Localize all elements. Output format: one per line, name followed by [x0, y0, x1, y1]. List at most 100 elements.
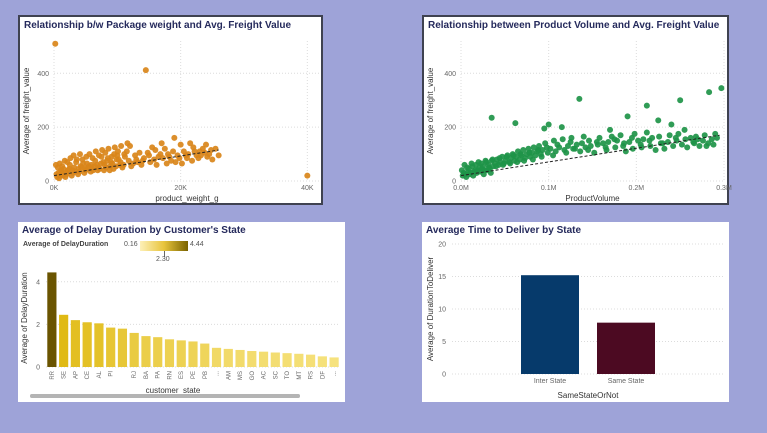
y-tick-label: 10	[438, 307, 446, 314]
x-tick-label: Inter State	[534, 378, 566, 385]
data-point	[132, 152, 139, 159]
y-tick-label: 400	[444, 71, 456, 78]
data-point	[705, 140, 712, 147]
data-point	[668, 121, 675, 128]
data-point	[617, 132, 624, 139]
y-tick-label: 200	[37, 125, 49, 132]
data-point	[573, 141, 580, 148]
data-point	[582, 144, 589, 151]
data-point	[108, 153, 115, 160]
data-point	[91, 163, 98, 170]
delay-bar-chart: 0 2 4 RR SE AP CE AL PI RJ BA PA RN ES PE PB... AM MS GO AC…	[20, 272, 340, 395]
data-point	[701, 132, 708, 139]
trend-line	[460, 134, 720, 177]
x-axis-label: customer_state	[146, 386, 201, 395]
data-point	[163, 160, 170, 167]
delay-legend-mid-marker	[164, 251, 165, 257]
data-point	[144, 149, 151, 156]
data-point	[514, 148, 521, 155]
data-point	[185, 151, 192, 158]
data-point	[621, 140, 628, 147]
data-point	[643, 129, 650, 136]
data-point	[159, 155, 166, 162]
data-point	[166, 153, 173, 160]
data-point	[656, 133, 663, 140]
x-tick-label: RN	[167, 371, 173, 380]
y-tick-label: 0	[442, 372, 446, 379]
data-point	[678, 141, 685, 148]
data-point	[652, 147, 659, 154]
x-tick-label: AC	[262, 370, 268, 379]
bar	[129, 332, 139, 367]
delay-bar-panel: Average of Delay Duration by Customer's …	[18, 222, 345, 402]
bar	[94, 323, 104, 367]
data-point	[594, 141, 601, 148]
data-point	[488, 114, 495, 121]
data-point	[542, 140, 549, 147]
data-point	[682, 136, 689, 143]
data-point	[138, 161, 145, 168]
deliver-bar-chart: 0 5 10 15 20 Inter State Same State SameStateOr…	[426, 242, 724, 400]
x-tick-label: BA	[144, 371, 150, 379]
data-point	[550, 137, 557, 144]
x-tick-label: ...	[332, 371, 338, 376]
delay-chart-scrollbar-thumb[interactable]	[30, 394, 300, 398]
data-point	[684, 144, 691, 151]
bar	[153, 337, 163, 367]
x-axis-label: ProductVolume	[565, 194, 620, 203]
data-point	[153, 161, 160, 168]
data-point	[635, 137, 642, 144]
data-point	[512, 120, 519, 127]
data-point	[624, 113, 631, 120]
weight-scatter-chart: 0 200 400 0K 20K 40K product_weight_g Average o…	[22, 40, 320, 203]
data-point	[692, 133, 699, 140]
data-point	[101, 167, 108, 174]
x-tick-label: AP	[73, 371, 79, 379]
data-point	[111, 144, 118, 151]
data-point	[681, 126, 688, 133]
data-point	[95, 152, 102, 159]
data-point	[177, 141, 184, 148]
bar	[282, 353, 292, 367]
data-point	[128, 163, 135, 170]
deliver-bar-panel: Average Time to Deliver by State 0 5 10 15 2…	[422, 222, 729, 402]
data-point	[70, 152, 77, 159]
data-point	[607, 126, 614, 133]
delay-chart-scrollbar[interactable]	[30, 394, 300, 398]
data-point	[655, 117, 662, 124]
delay-legend-label: Average of DelayDuration	[23, 241, 109, 248]
bar	[597, 322, 655, 374]
data-point	[57, 167, 64, 174]
data-point	[121, 151, 128, 158]
data-point	[178, 160, 185, 167]
x-tick-label: 0.3M	[716, 185, 732, 192]
trend-line	[53, 149, 219, 177]
x-tick-label: GO	[250, 371, 256, 381]
y-tick-label: 200	[444, 125, 456, 132]
data-point	[547, 145, 554, 152]
volume-chart-title: Relationship between Product Volume and …	[428, 20, 720, 31]
data-point	[113, 156, 120, 163]
delay-legend-gradient	[140, 241, 188, 251]
data-point	[92, 148, 99, 155]
data-point	[140, 155, 147, 162]
weight-scatter-panel: Relationship b/w Package weight and Avg.…	[18, 15, 323, 205]
data-point	[118, 143, 125, 149]
data-point	[110, 165, 117, 172]
data-point	[125, 157, 132, 164]
data-point	[600, 140, 607, 147]
x-axis-label: product_weight_g	[155, 194, 218, 203]
bar	[200, 343, 210, 367]
x-tick-label: 40K	[301, 185, 314, 192]
data-point	[605, 138, 612, 145]
bar	[329, 357, 339, 367]
x-tick-label: MS	[238, 371, 244, 380]
data-point	[706, 89, 713, 96]
bar	[70, 320, 80, 367]
data-point	[536, 143, 543, 149]
data-point	[657, 140, 664, 147]
data-point	[104, 157, 111, 164]
x-tick-label: AM	[226, 371, 232, 380]
data-point	[541, 125, 548, 132]
data-point	[718, 85, 725, 92]
